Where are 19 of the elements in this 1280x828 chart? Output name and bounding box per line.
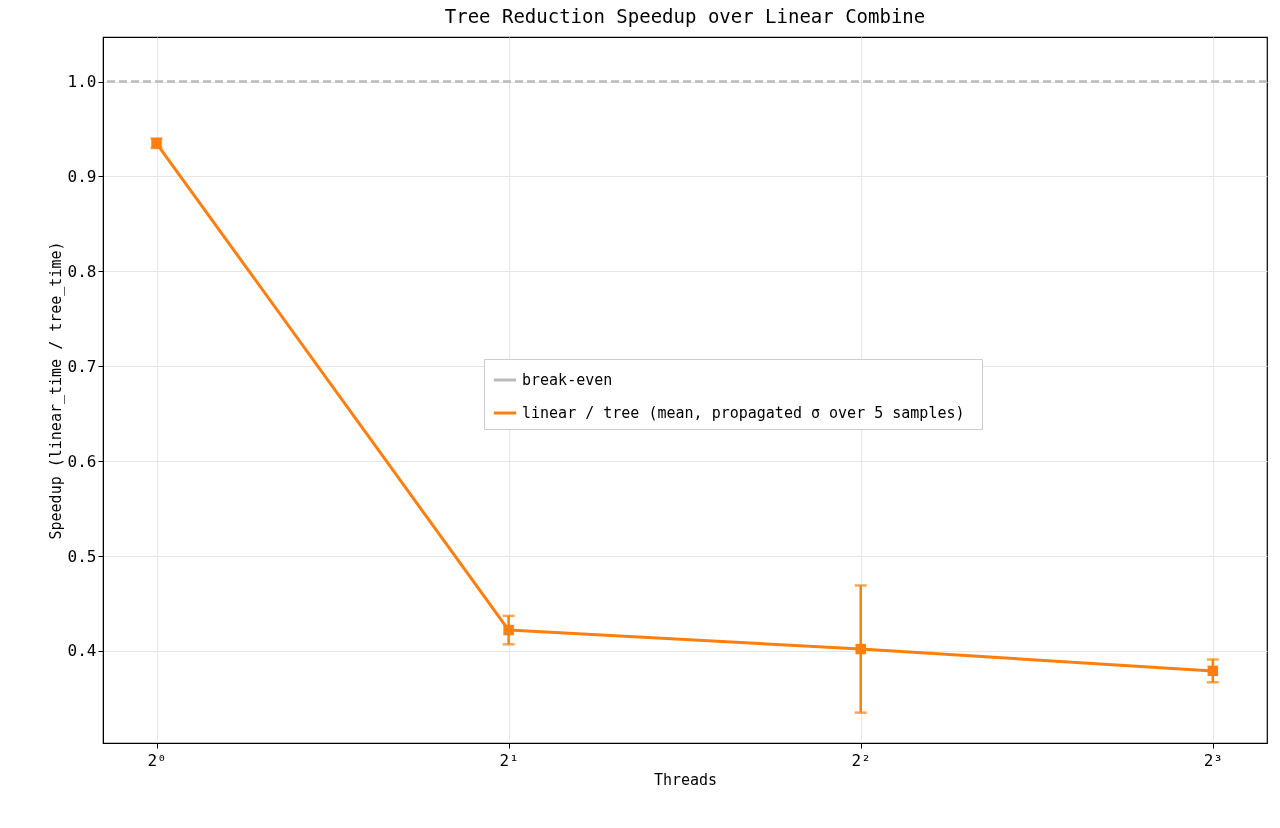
y-tick-label: 0.4	[67, 641, 97, 661]
y-tick-label: 0.7	[67, 356, 97, 376]
y-tick-label: 1.0	[67, 72, 97, 92]
y-tick-label: 0.8	[67, 261, 97, 281]
point	[855, 643, 866, 655]
x-tick-label: 2³	[1203, 750, 1223, 770]
x-axis-title: Threads	[653, 770, 718, 789]
y-tick-label: 0.5	[67, 546, 97, 566]
x-tick-label: 2²	[851, 750, 871, 770]
legend-label: linear / tree (mean, propagated σ over 5 samples)	[522, 404, 965, 422]
legend-label: break-even	[522, 371, 613, 389]
x-tick-label: 2¹	[499, 750, 519, 770]
x-tick-label: 2⁰	[147, 750, 167, 770]
point	[1207, 665, 1219, 677]
y-tick-label: 0.9	[67, 166, 97, 186]
chart-title: Tree Reduction Speedup over Linear Combine	[444, 5, 926, 27]
point	[503, 624, 514, 636]
y-axis-title: Speedup (linear_time / tree_time)	[46, 241, 65, 540]
y-tick-label: 0.6	[67, 451, 97, 471]
